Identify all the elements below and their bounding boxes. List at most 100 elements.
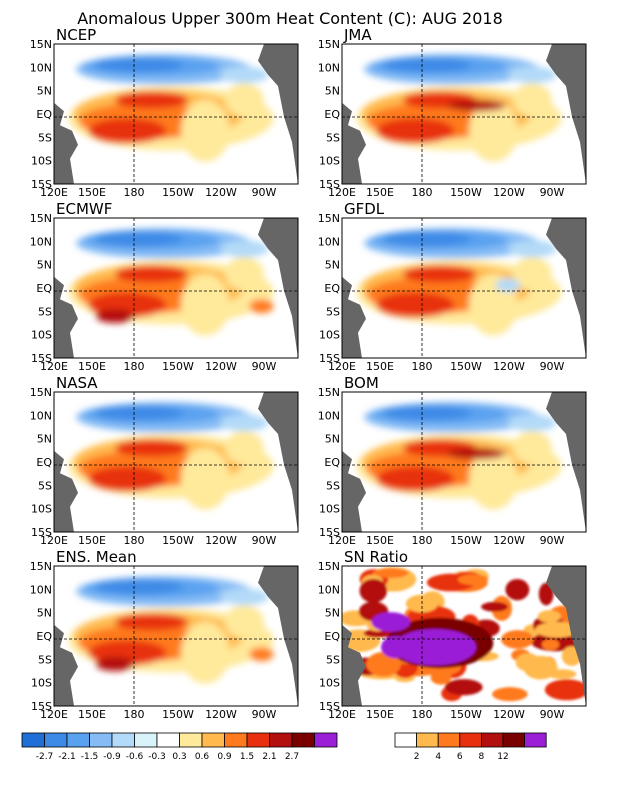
panel-label: NASA [56, 374, 98, 392]
land-east [546, 218, 586, 358]
lon-tick-label: 150E [78, 708, 106, 721]
lat-tick-label: 10S [319, 503, 340, 516]
colorbar-swatch [156, 732, 180, 748]
lat-tick-label: 10N [30, 61, 52, 74]
land-west [54, 624, 78, 706]
lon-tick-label: 120E [328, 186, 356, 199]
lon-tick-label: 120W [205, 186, 237, 199]
contour-blob [371, 612, 411, 632]
lon-tick-label: 90W [252, 708, 277, 721]
lon-tick-label: 120E [328, 360, 356, 373]
anomaly-field [54, 566, 298, 706]
panel-frame [53, 43, 299, 185]
lon-tick-label: 150W [450, 534, 482, 547]
land-west [342, 276, 366, 358]
lon-tick-label: 180 [412, 360, 433, 373]
colorbar-label: 0.3 [172, 752, 186, 762]
lon-tick-label: 90W [540, 360, 565, 373]
panel-label: ENS. Mean [56, 548, 137, 566]
lon-tick-label: 120E [40, 360, 68, 373]
contour-blob [544, 679, 586, 701]
lat-tick-label: 5S [326, 653, 340, 666]
land-west [342, 450, 366, 532]
lat-tick-label: 15S [31, 352, 52, 365]
colorbar-swatch [314, 732, 338, 748]
lon-tick-label: 90W [252, 186, 277, 199]
lat-tick-label: EQ [324, 630, 340, 643]
lat-tick-label: 15N [30, 38, 52, 51]
lat-tick-label: 10N [318, 583, 340, 596]
colorbar-label: 2.7 [285, 752, 299, 762]
lat-tick-label: 10S [31, 503, 52, 516]
contour-blob [376, 292, 455, 318]
land-west [342, 102, 366, 184]
lat-tick-label: 15N [30, 386, 52, 399]
lon-tick-label: 150W [162, 360, 194, 373]
contour-blob [115, 613, 189, 631]
contour-blob [446, 100, 506, 112]
lon-tick-label: 180 [412, 534, 433, 547]
contour-blob [95, 657, 135, 671]
panel-frame [341, 391, 587, 533]
lon-tick-label: 120W [493, 360, 525, 373]
lat-tick-label: 15S [319, 352, 340, 365]
lat-tick-label: 15N [318, 38, 340, 51]
panel-frame [341, 217, 587, 359]
lon-tick-label: 120W [493, 186, 525, 199]
lon-tick-label: 90W [540, 708, 565, 721]
contour-blob [468, 100, 518, 162]
contour-blob [523, 655, 558, 680]
colorbars: -2.7 -2.1 -1.5 -0.9 -0.6 -0.3 0.3 0.6 0.9 1.5 2.1 2… [21, 732, 547, 762]
contour-blob [180, 622, 230, 684]
colorbar-label: -2.7 [36, 752, 54, 762]
panel-frame [53, 391, 299, 533]
lat-tick-label: 15N [318, 212, 340, 225]
lon-tick-label: 150W [450, 360, 482, 373]
land-east [258, 218, 298, 358]
contour-blob [383, 58, 472, 72]
contour-blob [457, 574, 489, 586]
contour-blob [180, 100, 230, 162]
contour-blob [495, 278, 521, 293]
lon-tick-label: 120W [205, 708, 237, 721]
lon-tick-label: 150E [366, 708, 394, 721]
lat-tick-label: EQ [324, 456, 340, 469]
colorbar-label: 1.5 [240, 752, 254, 762]
lon-tick-label: 150E [78, 534, 106, 547]
colorbar-label: 2 [414, 752, 420, 762]
colorbar-swatch [66, 732, 90, 748]
contour-blob [115, 91, 189, 109]
lon-tick-label: 120W [205, 534, 237, 547]
lat-tick-label: 10S [319, 677, 340, 690]
contour-blob [224, 605, 264, 639]
contour-blob [372, 568, 409, 579]
lat-tick-label: 5N [325, 259, 340, 272]
lat-tick-label: 5N [325, 433, 340, 446]
anomaly-field [54, 218, 298, 358]
lat-tick-label: 5N [325, 85, 340, 98]
lat-tick-label: 15S [319, 700, 340, 713]
colorbar-swatch [480, 732, 504, 748]
lon-tick-label: 150W [162, 534, 194, 547]
colorbar-label: -0.6 [126, 752, 144, 762]
contour-blob [381, 636, 411, 659]
lon-tick-label: 150W [162, 708, 194, 721]
lon-tick-label: 180 [124, 360, 145, 373]
anomaly-field [342, 44, 586, 184]
lat-tick-label: 10S [31, 329, 52, 342]
lon-tick-label: 180 [124, 186, 145, 199]
lat-tick-label: 15S [31, 700, 52, 713]
lat-tick-label: 5S [38, 653, 52, 666]
lat-tick-label: 5S [326, 305, 340, 318]
colorbar-swatch [246, 732, 270, 748]
lon-tick-label: 120E [40, 708, 68, 721]
contour-blob [95, 232, 184, 246]
contour-blob [481, 601, 509, 612]
colorbar-swatch [524, 732, 547, 748]
colorbar-swatch [89, 732, 113, 748]
colorbar-swatch [44, 732, 68, 748]
